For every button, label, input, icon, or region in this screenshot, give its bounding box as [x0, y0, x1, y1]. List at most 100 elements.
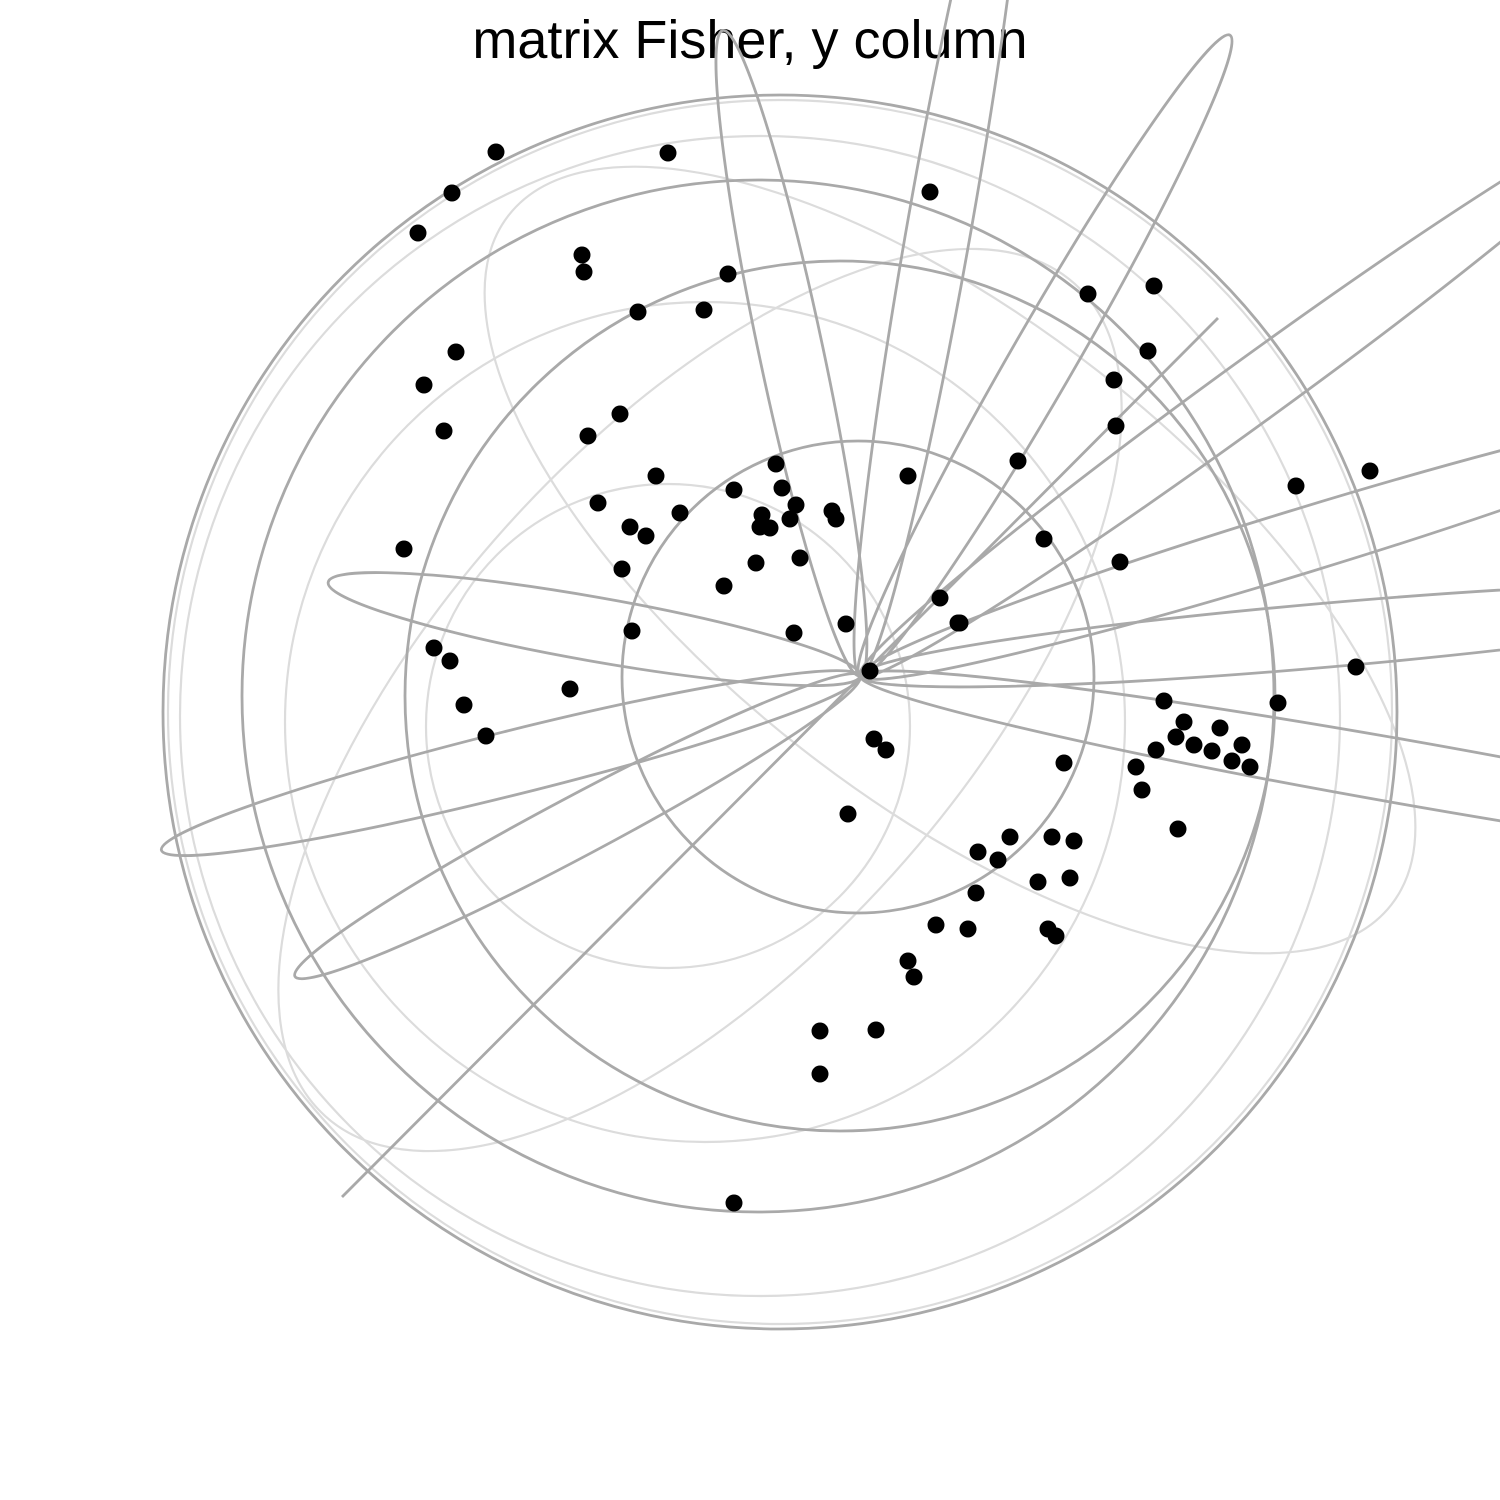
data-point [1111, 553, 1129, 571]
back-latitude-circle [424, 482, 912, 970]
data-point [719, 265, 737, 283]
data-point [761, 519, 779, 537]
data-point [1185, 736, 1203, 754]
data-point [1061, 869, 1079, 887]
data-point [1203, 742, 1221, 760]
data-point [1127, 758, 1145, 776]
meridian-loop [858, 402, 1500, 681]
data-point [899, 467, 917, 485]
data-point [1039, 920, 1057, 938]
data-point [1043, 828, 1061, 846]
data-point [811, 1065, 829, 1083]
data-point [767, 455, 785, 473]
data-point [785, 624, 803, 642]
data-point [725, 481, 743, 499]
data-point [415, 376, 433, 394]
data-point [1361, 462, 1379, 480]
data-point [1147, 741, 1165, 759]
data-point [561, 680, 579, 698]
outer-back-circle [166, 98, 1394, 1326]
data-point [747, 554, 765, 572]
data-point [1107, 417, 1125, 435]
data-point [573, 246, 591, 264]
data-point [791, 549, 809, 567]
data-point [1223, 752, 1241, 770]
data-point [773, 479, 791, 497]
data-point [441, 652, 459, 670]
front-hemisphere-grid [159, 0, 1500, 1331]
data-point [425, 639, 443, 657]
data-point [1269, 694, 1287, 712]
data-point [1035, 530, 1053, 548]
data-point [1055, 754, 1073, 772]
back-hemisphere-grid [166, 98, 1417, 1326]
data-point [827, 510, 845, 528]
chart-title: matrix Fisher, y column [472, 10, 1028, 70]
data-point [877, 741, 895, 759]
data-point [409, 224, 427, 242]
outer-boundary-circle [161, 93, 1399, 1331]
data-point [949, 614, 967, 632]
data-point [1155, 692, 1173, 710]
data-point [839, 805, 857, 823]
back-meridian-curve [277, 247, 1123, 1153]
data-point [931, 589, 949, 607]
data-point [1169, 820, 1187, 838]
data-point [753, 506, 771, 524]
data-point [443, 184, 461, 202]
data-point [659, 144, 677, 162]
data-point [1347, 658, 1365, 676]
meridian-line [341, 317, 1219, 1198]
data-point [967, 884, 985, 902]
data-point [671, 504, 689, 522]
data-point [921, 183, 939, 201]
data-point [837, 615, 855, 633]
data-point [787, 496, 805, 514]
data-point [865, 730, 883, 748]
data-point [1139, 342, 1157, 360]
data-point [1079, 285, 1097, 303]
data-point [959, 920, 977, 938]
data-point [435, 422, 453, 440]
data-point [589, 494, 607, 512]
data-point [447, 343, 465, 361]
data-point [861, 662, 879, 680]
data-point [1145, 277, 1163, 295]
data-point [989, 851, 1007, 869]
data-point [613, 560, 631, 578]
data-point [867, 1021, 885, 1039]
data-point [395, 540, 413, 558]
data-point [575, 263, 593, 281]
data-point [1029, 873, 1047, 891]
data-point [695, 301, 713, 319]
data-point [1133, 781, 1151, 799]
data-point [611, 405, 629, 423]
data-point [1241, 758, 1259, 776]
data-point [579, 427, 597, 445]
data-point [629, 303, 647, 321]
data-point [623, 622, 641, 640]
data-point [899, 952, 917, 970]
latitude-circle [620, 439, 1096, 915]
meridian-loop [858, 669, 1500, 874]
data-point [621, 518, 639, 536]
data-point [1287, 477, 1305, 495]
data-point [905, 968, 923, 986]
data-points [395, 143, 1379, 1212]
data-point [455, 696, 473, 714]
data-point [1233, 736, 1251, 754]
back-meridian-curve [483, 165, 1417, 955]
data-point [1175, 713, 1193, 731]
data-point [927, 916, 945, 934]
data-point [969, 843, 987, 861]
latitude-circle [240, 178, 1276, 1214]
data-point [1105, 371, 1123, 389]
data-point [1167, 728, 1185, 746]
data-point [1009, 452, 1027, 470]
data-point [647, 467, 665, 485]
data-point [781, 510, 799, 528]
data-point [1001, 828, 1019, 846]
data-point [477, 727, 495, 745]
data-point [811, 1022, 829, 1040]
